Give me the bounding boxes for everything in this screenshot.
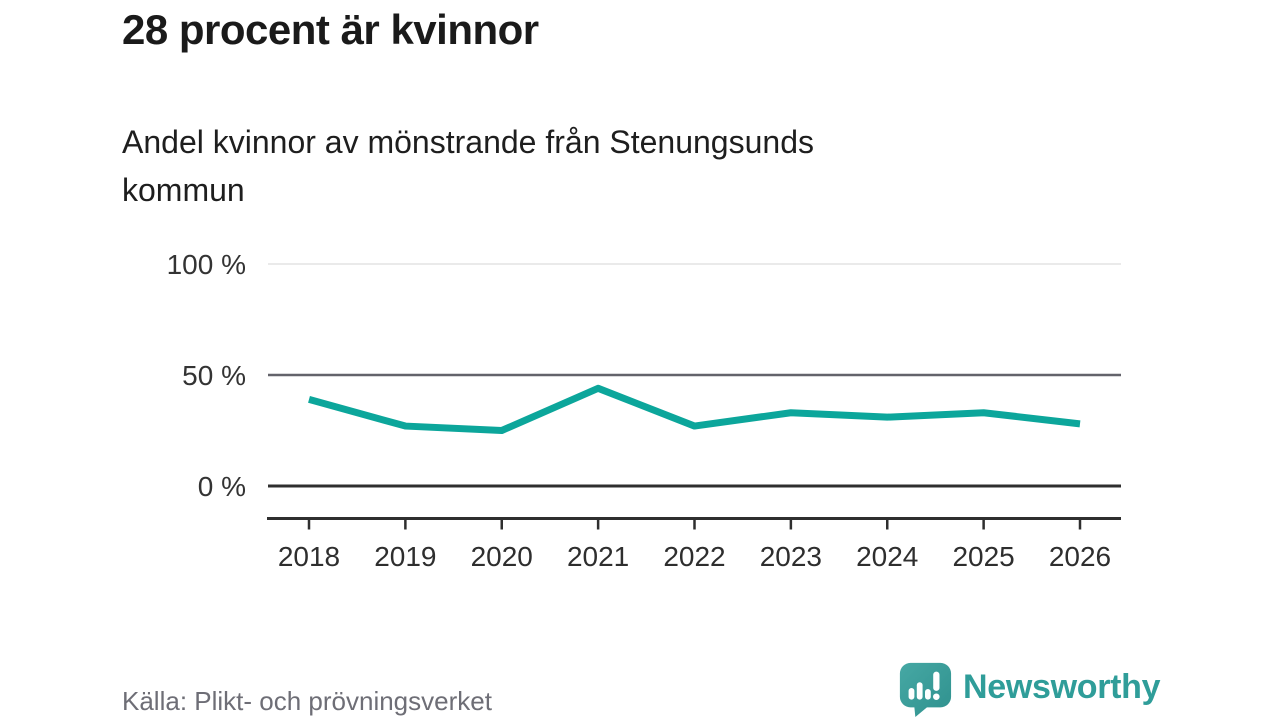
newsworthy-logo-icon [896,661,954,720]
source-note: Källa: Plikt- och prövningsverket [122,686,492,716]
x-tick-label: 2020 [471,541,533,572]
x-tick-label: 2025 [952,541,1014,572]
newsworthy-logo: Newsworthy [896,661,1161,720]
newsworthy-logo-text: Newsworthy [963,668,1161,706]
x-tick-label: 2024 [856,541,918,572]
x-tick-label: 2023 [760,541,822,572]
page-title: 28 procent är kvinnor [122,6,539,53]
y-tick-label: 100 % [167,249,246,280]
x-tick-label: 2021 [567,541,629,572]
x-tick-label: 2022 [663,541,725,572]
x-tick-label: 2019 [374,541,436,572]
x-tick-label: 2018 [278,541,340,572]
data-line-andel-kvinnor [308,384,1081,434]
chart-subtitle: Andel kvinnor av mönstrande från Stenung… [122,124,814,208]
y-tick-label: 0 % [198,471,246,502]
x-tick-label: 2026 [1049,541,1111,572]
y-tick-label: 50 % [182,360,246,391]
